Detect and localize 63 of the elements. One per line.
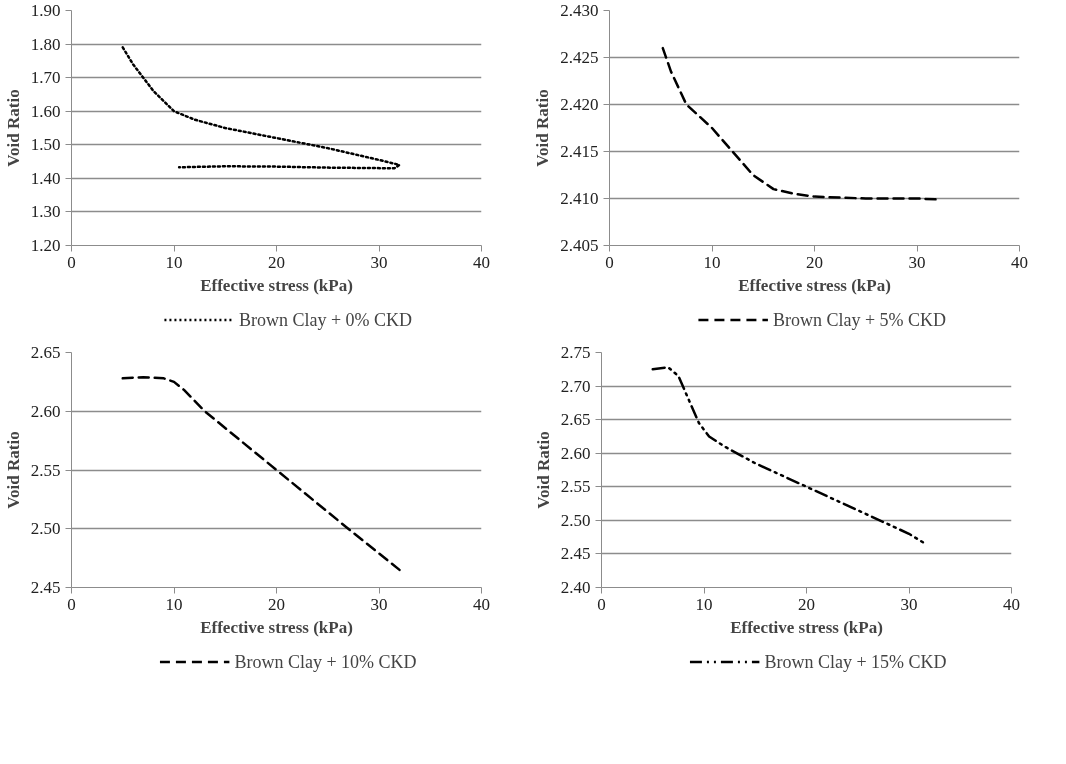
y-tick-label: 1.90 (30, 1, 61, 20)
y-tick-label: 2.55 (30, 460, 61, 480)
x-tick-label: 10 (695, 594, 713, 614)
y-tick-label: 2.65 (560, 410, 591, 430)
x-tick-label: 0 (67, 252, 76, 272)
y-tick-label: 2.50 (30, 519, 61, 539)
y-tick-label: 1.20 (30, 236, 61, 255)
y-axis-title: Void Ratio (533, 89, 553, 167)
y-tick-label: 2.70 (560, 376, 591, 396)
x-axis-title: Effective stress (kPa) (738, 275, 891, 295)
legend-label: Brown Clay + 10% CKD (234, 651, 417, 672)
y-axis-title: Void Ratio (3, 431, 23, 509)
y-axis-title: Void Ratio (3, 89, 23, 167)
x-tick-label: 30 (900, 594, 918, 614)
x-axis-title: Effective stress (kPa) (200, 275, 353, 295)
x-tick-label: 30 (370, 594, 388, 614)
y-tick-label: 1.80 (30, 34, 61, 54)
x-tick-label: 10 (165, 594, 183, 614)
y-tick-label: 2.420 (560, 95, 599, 114)
y-tick-label: 2.405 (560, 236, 599, 255)
x-tick-label: 40 (1003, 594, 1020, 614)
y-tick-label: 2.415 (560, 142, 599, 161)
x-tick-label: 10 (703, 252, 721, 272)
y-tick-label: 2.65 (30, 343, 61, 362)
y-tick-label: 1.70 (30, 68, 61, 88)
y-tick-label: 1.40 (30, 168, 61, 188)
legend-label: Brown Clay + 5% CKD (772, 309, 947, 330)
y-tick-label: 2.425 (560, 48, 599, 67)
y-tick-label: 2.55 (560, 477, 591, 497)
y-tick-label: 2.45 (560, 544, 591, 564)
x-tick-label: 20 (806, 252, 823, 272)
y-tick-label: 2.50 (560, 510, 591, 530)
y-tick-label: 2.40 (560, 578, 591, 597)
legend-label: Brown Clay + 0% CKD (238, 309, 413, 330)
x-tick-label: 40 (473, 594, 490, 614)
y-tick-label: 2.410 (560, 189, 599, 208)
line-series (661, 46, 939, 201)
x-tick-label: 20 (798, 594, 815, 614)
x-tick-label: 10 (165, 252, 183, 272)
y-tick-label: 2.60 (30, 401, 61, 421)
x-tick-label: 0 (597, 594, 606, 614)
x-tick-label: 30 (908, 252, 926, 272)
line-series (121, 46, 401, 170)
y-axis-title: Void Ratio (533, 431, 553, 509)
x-tick-label: 20 (268, 252, 285, 272)
y-tick-label: 2.430 (560, 1, 599, 20)
x-tick-label: 0 (605, 252, 614, 272)
line-series (651, 366, 926, 545)
x-tick-label: 30 (370, 252, 388, 272)
line-series (121, 375, 401, 572)
legend-label: Brown Clay + 15% CKD (764, 651, 947, 672)
y-tick-label: 2.75 (560, 343, 591, 362)
x-tick-label: 40 (473, 252, 490, 272)
y-tick-label: 1.50 (30, 135, 61, 155)
y-tick-label: 1.30 (30, 202, 61, 222)
x-axis-title: Effective stress (kPa) (730, 617, 883, 637)
y-tick-label: 1.60 (30, 101, 61, 121)
x-tick-label: 0 (67, 594, 76, 614)
y-tick-label: 2.60 (560, 443, 591, 463)
x-axis-title: Effective stress (kPa) (200, 617, 353, 637)
y-tick-label: 2.45 (30, 578, 61, 597)
x-tick-label: 20 (268, 594, 285, 614)
x-tick-label: 40 (1011, 252, 1028, 272)
